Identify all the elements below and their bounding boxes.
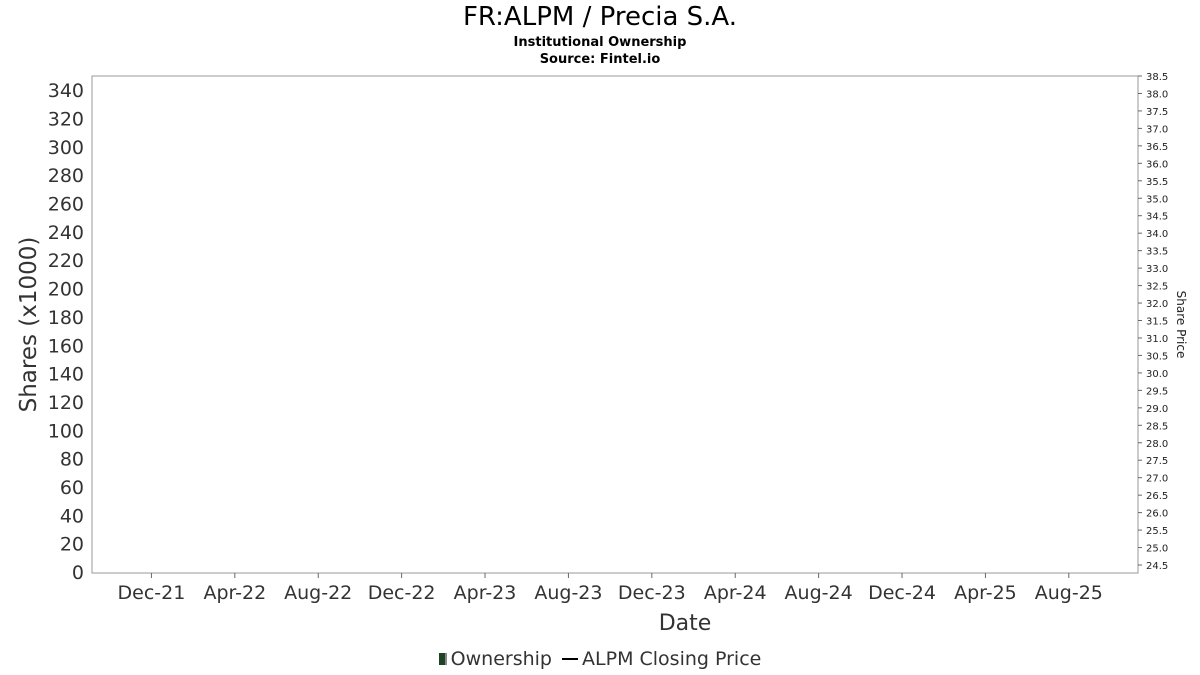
y-tick-label: 100 xyxy=(48,420,84,442)
y2-tick-label: 32.5 xyxy=(1146,282,1168,293)
y-tick-label: 220 xyxy=(48,250,84,272)
y-tick-label: 260 xyxy=(48,194,84,216)
ownership-swatch-icon xyxy=(438,653,447,665)
y2-tick-label: 33.0 xyxy=(1146,264,1168,275)
axis-labels: 0 20 40 60 80 100 120 140 160 180 200 220 240 260 280 3… xyxy=(16,72,1188,636)
y2-tick-label: 34.5 xyxy=(1146,212,1168,223)
y2-tick-label: 26.5 xyxy=(1146,491,1168,502)
legend-ownership-label: Ownership xyxy=(450,647,552,670)
y-tick-label: 340 xyxy=(48,80,84,102)
y-tick-label: 180 xyxy=(48,307,84,329)
legend-ownership: Ownership xyxy=(438,647,552,670)
y2-tick-label: 28.5 xyxy=(1146,421,1168,432)
y-axis-title: Shares (x1000) xyxy=(16,237,42,413)
y2-tick-label: 27.0 xyxy=(1146,474,1168,485)
y2-tick-label: 30.0 xyxy=(1146,369,1168,380)
y-tick-label: 40 xyxy=(60,505,84,527)
x-tick-label: Dec-21 xyxy=(118,582,186,604)
y2-tick-label: 25.0 xyxy=(1146,544,1168,555)
y-tick-label: 60 xyxy=(60,477,84,499)
y2-tick-label: 33.5 xyxy=(1146,247,1168,258)
y-tick-label: 0 xyxy=(72,562,84,584)
y2-tick-label: 37.0 xyxy=(1146,124,1168,135)
chart-legend: Ownership ALPM Closing Price xyxy=(0,647,1200,670)
y2-tick-label: 35.0 xyxy=(1146,194,1168,205)
y2-tick-label: 38.0 xyxy=(1146,89,1168,100)
y-tick-label: 160 xyxy=(48,335,84,357)
y2-tick-label: 34.0 xyxy=(1146,229,1168,240)
x-tick-label: Dec-22 xyxy=(368,582,436,604)
x-tick-label: Dec-23 xyxy=(618,582,686,604)
y-tick-label: 80 xyxy=(60,449,84,471)
x-tick-label: Apr-23 xyxy=(454,582,517,604)
legend-price-label: ALPM Closing Price xyxy=(582,647,762,670)
y2-tick-label: 28.0 xyxy=(1146,439,1168,450)
price-line-swatch-icon xyxy=(562,658,579,660)
y-tick-label: 240 xyxy=(48,222,84,244)
y2-tick-label: 36.0 xyxy=(1146,159,1168,170)
x-tick-label: Aug-25 xyxy=(1035,582,1103,604)
y2-tick-label: 38.5 xyxy=(1146,72,1168,83)
x-tick-label: Aug-22 xyxy=(284,582,352,604)
y-tick-label: 120 xyxy=(48,392,84,414)
chart-subtitle: Institutional Ownership xyxy=(513,35,687,50)
y2-tick-label: 24.5 xyxy=(1146,561,1168,572)
y2-tick-label: 29.0 xyxy=(1146,404,1168,415)
y-tick-label: 200 xyxy=(48,279,84,301)
y-tick-label: 320 xyxy=(48,109,84,131)
plot-frame xyxy=(91,75,1139,574)
y2-tick-label: 27.5 xyxy=(1146,456,1168,467)
x-tick-label: Apr-22 xyxy=(203,582,266,604)
y-tick-label: 20 xyxy=(60,534,84,556)
chart-title: FR:ALPM / Precia S.A. xyxy=(462,2,738,32)
y-tick-label: 300 xyxy=(48,137,84,159)
y2-tick-label: 35.5 xyxy=(1146,177,1168,188)
x-tick-label: Aug-23 xyxy=(534,582,602,604)
y-tick-label: 140 xyxy=(48,364,84,386)
y2-tick-label: 31.0 xyxy=(1146,334,1168,345)
y2-tick-label: 29.5 xyxy=(1146,386,1168,397)
y2-tick-label: 36.5 xyxy=(1146,142,1168,153)
y2-tick-label: 25.5 xyxy=(1146,526,1168,537)
y2-tick-label: 30.5 xyxy=(1146,351,1168,362)
x-tick-label: Apr-24 xyxy=(704,582,767,604)
x-tick-label: Aug-24 xyxy=(785,582,853,604)
y2-tick-label: 31.5 xyxy=(1146,317,1168,328)
y2-tick-label: 32.0 xyxy=(1146,299,1168,310)
x-tick-label: Dec-24 xyxy=(868,582,936,604)
y2-tick-label: 37.5 xyxy=(1146,107,1168,118)
x-axis-title: Date xyxy=(659,611,712,636)
y2-tick-label: 26.0 xyxy=(1146,509,1168,520)
y2-axis-title: Share Price xyxy=(1174,291,1188,359)
x-tick-label: Apr-25 xyxy=(954,582,1017,604)
y-tick-label: 280 xyxy=(48,165,84,187)
chart-source: Source: Fintel.io xyxy=(539,52,661,67)
axes xyxy=(91,75,1142,578)
legend-price: ALPM Closing Price xyxy=(558,648,761,670)
